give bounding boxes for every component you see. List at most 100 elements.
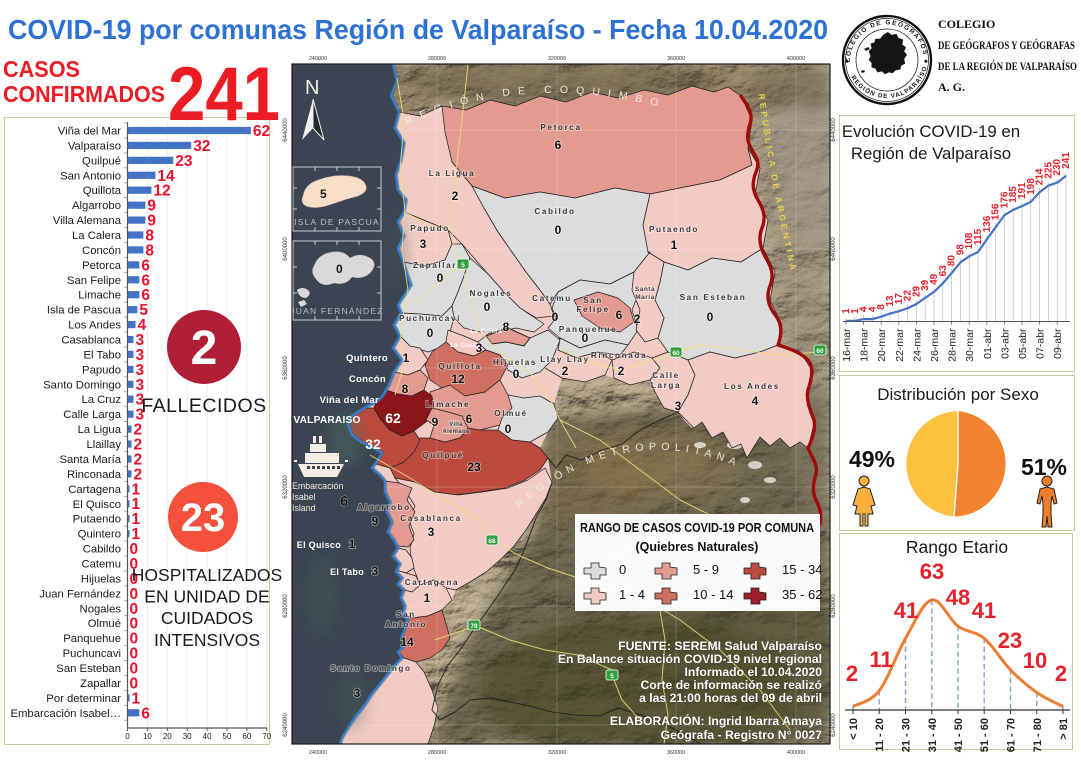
- svg-text:32: 32: [193, 138, 210, 155]
- svg-text:0: 0: [130, 571, 139, 588]
- svg-text:Cabildo: Cabildo: [83, 544, 121, 556]
- svg-text:INTENSIVOS: INTENSIVOS: [154, 630, 260, 650]
- svg-text:Panquehue: Panquehue: [559, 325, 618, 334]
- svg-text:Antonio: Antonio: [385, 620, 427, 629]
- svg-text:3: 3: [136, 377, 145, 394]
- svg-text:12: 12: [451, 372, 465, 386]
- svg-text:Viña del Mar: Viña del Mar: [58, 126, 121, 138]
- svg-text:62: 62: [253, 123, 270, 140]
- svg-text:13: 13: [885, 295, 896, 307]
- svg-text:6: 6: [141, 272, 150, 289]
- svg-text:2: 2: [846, 661, 858, 686]
- svg-text:6: 6: [141, 257, 150, 274]
- svg-text:3: 3: [420, 237, 427, 251]
- svg-text:07-abr: 07-abr: [1035, 328, 1047, 359]
- svg-text:28-mar: 28-mar: [947, 328, 959, 362]
- svg-text:Calle Larga: Calle Larga: [63, 409, 121, 421]
- svg-text:0: 0: [513, 367, 520, 381]
- svg-text:8: 8: [876, 304, 887, 310]
- svg-text:41: 41: [894, 598, 918, 623]
- svg-text:(Quiebres Naturales): (Quiebres Naturales): [636, 540, 759, 554]
- svg-text:8: 8: [503, 320, 510, 334]
- svg-text:4: 4: [859, 306, 870, 312]
- svg-text:FALLECIDOS: FALLECIDOS: [141, 395, 266, 417]
- svg-text:2: 2: [134, 466, 143, 483]
- svg-text:Los Andes: Los Andes: [724, 382, 780, 391]
- svg-text:> 81: > 81: [1058, 718, 1070, 740]
- svg-text:Rinconada: Rinconada: [591, 351, 647, 360]
- svg-text:Algarrobo: Algarrobo: [357, 503, 411, 512]
- svg-text:61 - 70: 61 - 70: [1006, 718, 1018, 752]
- svg-text:280000: 280000: [428, 750, 446, 756]
- svg-text:Puchuncaví: Puchuncaví: [399, 314, 461, 323]
- svg-text:32: 32: [365, 436, 381, 452]
- svg-text:6320000: 6320000: [831, 475, 837, 499]
- svg-text:41 - 50: 41 - 50: [953, 718, 965, 752]
- svg-text:49: 49: [929, 273, 940, 285]
- svg-text:0: 0: [130, 646, 139, 663]
- svg-text:26-mar: 26-mar: [929, 328, 941, 362]
- svg-text:COLEGIO: COLEGIO: [938, 17, 995, 31]
- svg-text:198: 198: [1026, 178, 1037, 195]
- svg-text:0: 0: [619, 562, 626, 577]
- svg-text:23: 23: [998, 628, 1022, 653]
- svg-text:El Quisco: El Quisco: [297, 540, 341, 550]
- svg-text:3: 3: [354, 686, 361, 700]
- svg-text:0: 0: [552, 310, 559, 324]
- svg-text:Nogales: Nogales: [469, 289, 512, 298]
- svg-text:6440000: 6440000: [831, 118, 837, 142]
- svg-text:1: 1: [850, 308, 861, 314]
- svg-text:98: 98: [955, 244, 966, 256]
- svg-text:0: 0: [130, 616, 139, 633]
- svg-text:VALPARAISO: VALPARAISO: [293, 415, 360, 426]
- svg-text:240000: 240000: [309, 56, 327, 62]
- svg-text:41: 41: [972, 598, 996, 623]
- svg-text:COVID-19 por comunas Región de: COVID-19 por comunas Región de Valparaís…: [8, 14, 828, 45]
- svg-text:0: 0: [336, 262, 343, 276]
- svg-text:Concón: Concón: [82, 245, 121, 257]
- svg-text:3: 3: [675, 399, 682, 413]
- svg-text:3: 3: [136, 347, 145, 364]
- svg-text:La Calera: La Calera: [72, 230, 122, 242]
- svg-text:80: 80: [947, 255, 958, 267]
- svg-text:20: 20: [163, 732, 172, 741]
- svg-text:9: 9: [147, 198, 156, 215]
- svg-text:San Felipe: San Felipe: [67, 275, 121, 287]
- svg-text:5: 5: [461, 262, 465, 269]
- svg-text:Calle: Calle: [652, 371, 680, 380]
- svg-text:6: 6: [555, 138, 562, 152]
- svg-text:En Balance situación COVID-19: En Balance situación COVID-19 nivel regi…: [558, 652, 822, 666]
- svg-text:◆: ◆: [924, 59, 928, 65]
- svg-text:320000: 320000: [548, 56, 566, 62]
- svg-text:0: 0: [130, 541, 139, 558]
- svg-text:Zapallar: Zapallar: [413, 261, 457, 270]
- svg-text:05-abr: 05-abr: [1017, 328, 1029, 359]
- svg-text:6240000: 6240000: [831, 713, 837, 737]
- svg-text:1: 1: [349, 537, 356, 551]
- svg-text:0: 0: [555, 223, 562, 237]
- svg-text:3: 3: [136, 332, 145, 349]
- svg-text:22: 22: [903, 290, 914, 302]
- svg-text:78: 78: [470, 623, 478, 630]
- svg-text:0: 0: [437, 271, 444, 285]
- svg-text:Isabel: Isabel: [292, 492, 316, 502]
- svg-text:09-abr: 09-abr: [1052, 328, 1064, 359]
- svg-text:2: 2: [452, 189, 459, 203]
- svg-text:Valparaíso: Valparaíso: [68, 140, 121, 152]
- svg-text:Limache: Limache: [78, 290, 121, 302]
- svg-text:El Tabo: El Tabo: [330, 567, 364, 577]
- svg-text:1: 1: [424, 591, 431, 605]
- svg-text:Juan Fernández: Juan Fernández: [39, 588, 121, 600]
- svg-text:2: 2: [562, 364, 569, 378]
- svg-text:a las 21:00 horas del 09 de ab: a las 21:00 horas del 09 de abril: [639, 691, 822, 705]
- svg-text:Algarrobo: Algarrobo: [72, 200, 121, 212]
- svg-text:Por determinar: Por determinar: [46, 693, 121, 705]
- svg-text:6280000: 6280000: [283, 594, 289, 618]
- svg-text:62: 62: [385, 410, 401, 426]
- svg-text:5: 5: [139, 302, 148, 319]
- svg-text:La Ligua: La Ligua: [78, 424, 122, 436]
- svg-text:225: 225: [1043, 161, 1054, 178]
- svg-text:Informado el 10.04.2020: Informado el 10.04.2020: [684, 665, 822, 679]
- svg-text:DE GEÓGRAFOS Y GEÓGRAFAS: DE GEÓGRAFOS Y GEÓGRAFAS: [938, 38, 1075, 52]
- svg-text:60: 60: [242, 732, 251, 741]
